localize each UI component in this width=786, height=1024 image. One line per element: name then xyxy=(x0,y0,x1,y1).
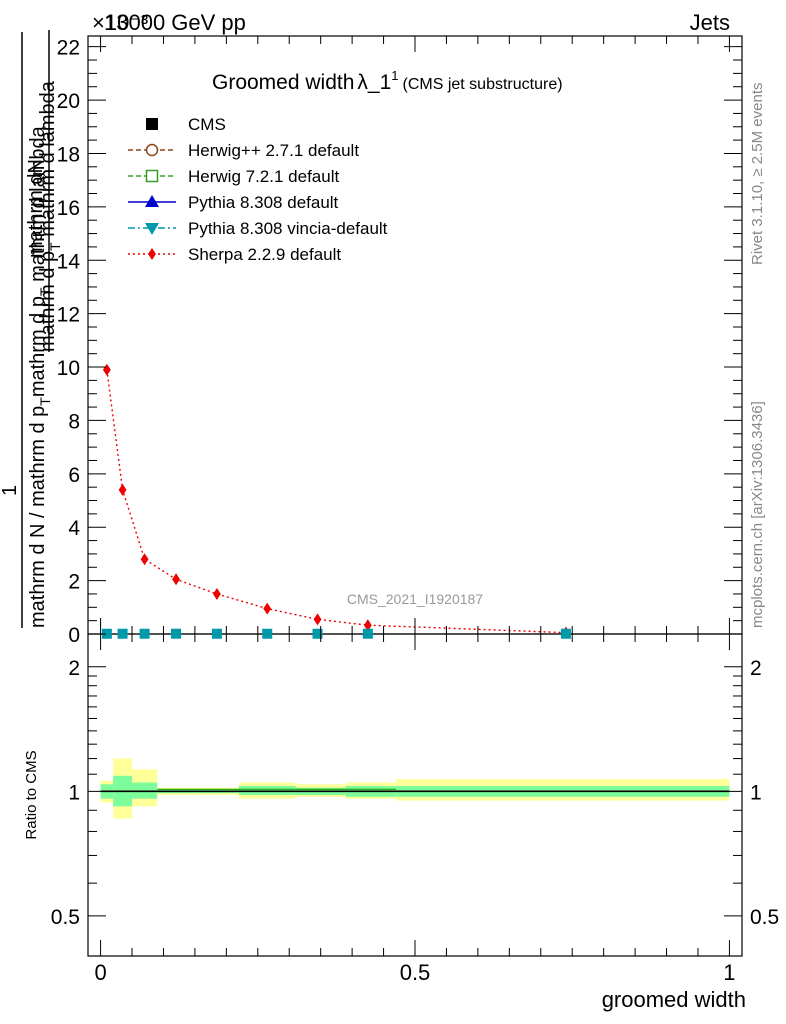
ylabel-bottom: mathrm d N / mathrm d pTmathrm d pT math… xyxy=(27,125,53,628)
sherpa-point xyxy=(172,573,180,586)
sherpa-point xyxy=(313,613,322,626)
legend-marker-diamond xyxy=(148,248,156,260)
sherpa-point xyxy=(263,602,272,615)
y-tick-label: 2 xyxy=(68,571,80,594)
y-tick-label: 8 xyxy=(68,410,80,433)
legend-label: Pythia 8.308 default xyxy=(188,193,339,212)
ratio-tick-label-left: 1 xyxy=(68,781,80,804)
ratio-tick-label-left: 2 xyxy=(68,657,80,680)
x-axis-label: groomed width xyxy=(602,987,746,1012)
legend-label: Herwig 7.2.1 default xyxy=(188,167,339,186)
ylabel-bottom-tail2: mathrm d lambda xyxy=(27,125,49,287)
legend-marker-circle xyxy=(145,143,159,157)
cms-point xyxy=(312,628,323,639)
sherpa-point xyxy=(118,483,127,496)
legend-marker-open-square xyxy=(145,169,159,183)
analysis-watermark: CMS_2021_I1920187 xyxy=(347,591,483,607)
sherpa-point xyxy=(213,587,221,600)
ratio-tick-label-left: 0.5 xyxy=(51,906,80,929)
ylabel-top-den-tail: mathrm d lambda xyxy=(37,80,59,242)
legend-marker-triangle-down xyxy=(145,223,159,235)
cms-point xyxy=(560,628,571,639)
energy-label: 13000 GeV pp xyxy=(104,10,246,35)
legend-marker-triangle-up xyxy=(145,195,159,207)
jets-label: Jets xyxy=(690,10,730,35)
plot-title-main: Groomed width xyxy=(212,71,354,94)
ylabel-top-num: mathrm dN xyxy=(25,159,47,258)
ylabel-top-den-sub: T xyxy=(47,242,63,251)
y-multiplier: ×10⁻³ xyxy=(92,10,148,35)
legend: CMS Herwig++ 2.7.1 default Herwig 7.2.1 de… xyxy=(128,115,388,264)
y-tick-label: 16 xyxy=(57,197,80,220)
ratio-ylabel: Ratio to CMS xyxy=(23,750,40,839)
cms-point xyxy=(139,628,150,639)
ylabel-bottom-sub2: T xyxy=(37,287,53,296)
cms-point xyxy=(262,628,273,639)
ratio-band-inner xyxy=(238,786,296,795)
y-tick-label: 6 xyxy=(68,464,80,487)
main-frame xyxy=(87,35,743,635)
sherpa-point xyxy=(102,363,111,376)
cms-point xyxy=(117,628,128,639)
main-layer xyxy=(101,363,571,639)
plot-title: Groomed width λ_11 (CMS jet substructure) xyxy=(212,68,563,94)
ylabel-bottom-tail: mathrm d p xyxy=(27,296,49,397)
legend-label: CMS xyxy=(188,115,226,134)
cms-point xyxy=(171,628,182,639)
ylabel-bottom-sub: T xyxy=(37,397,53,406)
ylabel-one: 1 xyxy=(0,485,21,496)
ylabel-top-den-text: mathrm d p xyxy=(37,251,59,352)
x-tick-label: 1 xyxy=(723,960,735,985)
ylabel-top-den: mathrm d pT mathrm d lambda xyxy=(37,80,63,352)
ratio-tick-label-right: 2 xyxy=(750,657,762,680)
legend-label: Sherpa 2.2.9 default xyxy=(188,245,341,264)
y-tick-label: 22 xyxy=(57,37,80,60)
ratio-tick-label-right: 0.5 xyxy=(750,906,779,929)
legend-label: Herwig++ 2.7.1 default xyxy=(188,141,359,160)
plot-title-lambda: λ_1 xyxy=(357,71,391,94)
y-axis-label: mathrm dN mathrm d pT mathrm d lambda 1 … xyxy=(0,30,63,628)
plot-title-sub: (CMS jet substructure) xyxy=(403,76,563,93)
y-tick-label: 10 xyxy=(57,357,80,380)
y-tick-label: 20 xyxy=(57,90,80,113)
rivet-label: Rivet 3.1.10, ≥ 2.5M events xyxy=(749,83,766,266)
legend-label: Pythia 8.308 vincia-default xyxy=(188,219,388,238)
y-tick-label: 14 xyxy=(57,250,81,273)
sherpa-point xyxy=(363,619,372,632)
ylabel-bottom-text: mathrm d N / mathrm d p xyxy=(27,406,49,628)
y-tick-label: 4 xyxy=(68,517,80,540)
sherpa-point xyxy=(140,553,149,566)
x-tick-label: 0 xyxy=(94,960,106,985)
mcplots-label: mcplots.cern.ch [arXiv:1306.3436] xyxy=(749,401,766,628)
plot-title-sup: 1 xyxy=(391,68,398,83)
x-tick-label: 0.5 xyxy=(400,960,431,985)
y-tick-label: 18 xyxy=(57,143,80,166)
sherpa-line xyxy=(106,369,566,634)
y-tick-label: 0 xyxy=(68,624,80,647)
cms-point xyxy=(101,628,112,639)
y-tick-label: 12 xyxy=(57,304,80,327)
legend-marker-square xyxy=(146,118,158,130)
cms-point xyxy=(362,628,373,639)
ratio-layer xyxy=(100,758,730,819)
cms-point xyxy=(211,628,222,639)
ratio-tick-label-right: 1 xyxy=(750,781,762,804)
